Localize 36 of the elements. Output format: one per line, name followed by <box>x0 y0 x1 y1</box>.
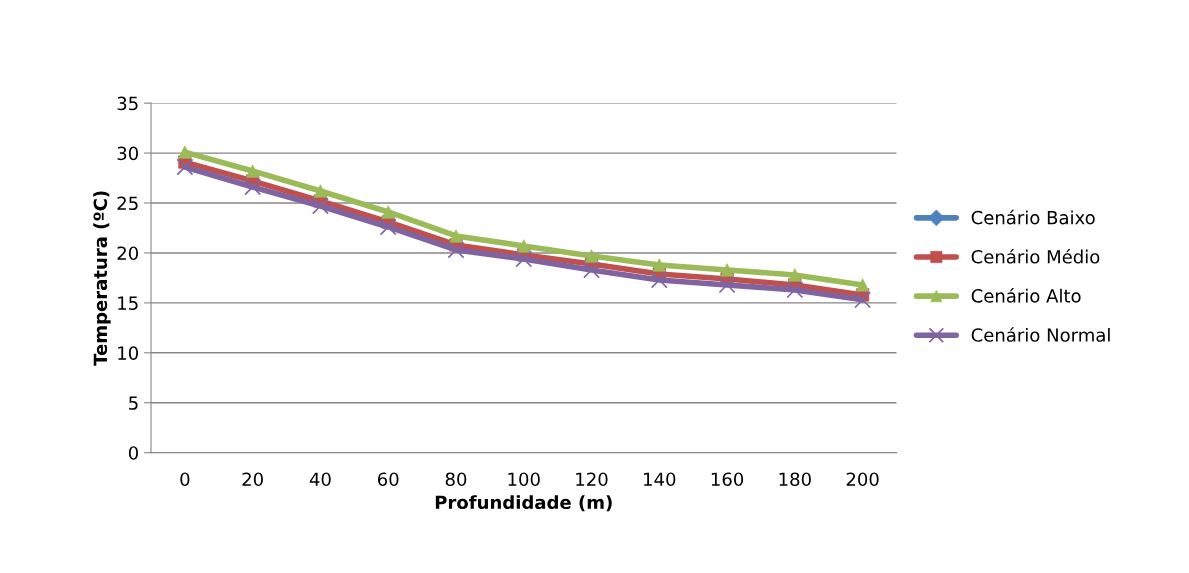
point <box>718 276 736 294</box>
x-tick-label: 200 <box>846 472 879 487</box>
x-tick-label: 0 <box>180 472 190 487</box>
y-axis-title: Temperatura (ºC) <box>93 191 111 366</box>
y-tick-label: 35 <box>117 96 138 111</box>
legend-label: Cenário Normal <box>971 327 1110 342</box>
y-tick-label: 20 <box>117 246 138 261</box>
point <box>311 197 329 215</box>
x-tick-label: 180 <box>779 472 811 487</box>
y-tick-label: 0 <box>128 446 138 460</box>
x-tick-label: 100 <box>508 472 540 487</box>
x-tick-label: 20 <box>242 472 263 487</box>
point <box>515 250 533 268</box>
point <box>583 261 601 279</box>
legend-label: Cenário Alto <box>971 288 1081 303</box>
x-tick-label: 140 <box>644 472 676 487</box>
point <box>447 241 465 259</box>
point <box>854 291 872 309</box>
x-tick-label: 80 <box>445 472 467 487</box>
legend-label: Cenário Médio <box>971 248 1100 264</box>
point <box>650 271 668 289</box>
legend-label: Cenário Baixo <box>971 209 1095 225</box>
point <box>176 158 194 176</box>
x-tick-label: 160 <box>711 472 744 487</box>
y-tick-label: 5 <box>129 396 138 410</box>
x-axis-title: Profundidade (m) <box>435 495 612 512</box>
x-tick-label: 40 <box>309 472 331 487</box>
point <box>786 281 804 299</box>
y-tick-label: 30 <box>117 146 138 161</box>
x-tick-label: 120 <box>576 472 608 487</box>
y-tick-label: 25 <box>117 196 138 211</box>
x-tick-label: 60 <box>377 472 399 487</box>
point <box>379 218 397 236</box>
y-tick-label: 15 <box>118 296 138 310</box>
point <box>244 178 262 196</box>
y-tick-label: 10 <box>118 346 138 360</box>
